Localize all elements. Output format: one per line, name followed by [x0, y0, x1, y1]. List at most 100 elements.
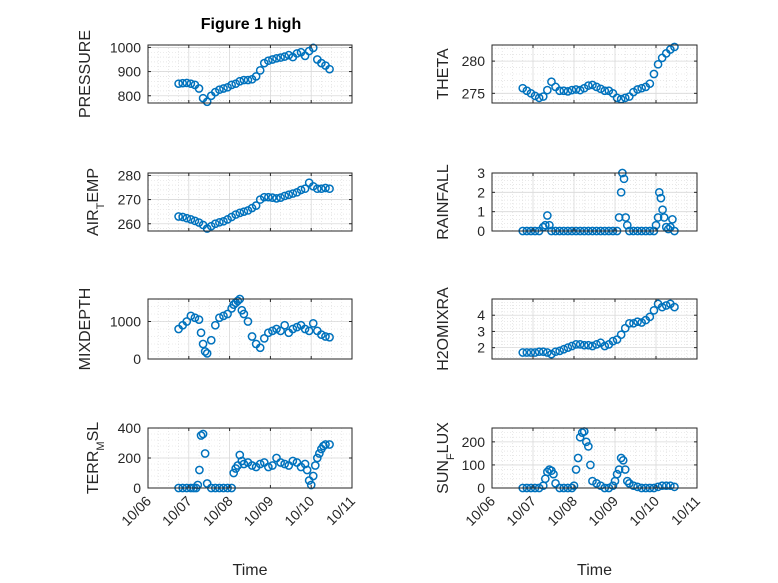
data-point — [534, 93, 544, 103]
panel-terr-msl: 0 200 400 TERRMSL 10/06 10/07 10/08 10/09 10/10 1… — [85, 420, 358, 579]
data-point — [538, 92, 548, 101]
axes-box — [147, 44, 353, 104]
x-axis-label: Time — [577, 562, 612, 579]
data-point — [219, 84, 228, 93]
data-point — [600, 86, 610, 96]
data-point — [620, 465, 630, 474]
data-point — [547, 77, 556, 87]
data-point — [264, 56, 273, 66]
data-point — [276, 53, 285, 62]
x-tick-label: 10/11 — [668, 493, 704, 529]
data-point — [276, 458, 285, 467]
data-point — [571, 85, 581, 94]
data-point — [569, 481, 579, 491]
y-tick-label: 1000 — [110, 314, 141, 330]
data-point — [268, 193, 277, 202]
y-tick-label: 200 — [462, 434, 486, 450]
x-tick-label: 10/06 — [118, 493, 154, 529]
y-tick-label: 275 — [462, 85, 486, 101]
data-point — [288, 324, 298, 334]
data-point — [302, 465, 312, 475]
data-point — [616, 453, 626, 463]
data-point — [530, 91, 540, 101]
data-point — [195, 465, 204, 475]
data-point — [555, 346, 565, 356]
data-point — [538, 347, 548, 357]
data-point — [586, 460, 595, 470]
data-point — [268, 326, 277, 336]
data-point — [268, 461, 277, 470]
y-axis-label: H2OMIXRA — [435, 287, 452, 371]
data-point — [223, 309, 232, 319]
data-point — [190, 216, 200, 226]
data-point — [592, 82, 601, 92]
data-point — [612, 469, 622, 479]
data-point — [622, 476, 632, 486]
y-tick-label: 3 — [477, 323, 485, 339]
data-point — [251, 201, 261, 210]
data-point — [308, 471, 318, 481]
data-point — [317, 184, 326, 194]
axes-box — [491, 298, 698, 360]
data-point — [645, 312, 655, 322]
data-point — [621, 213, 631, 222]
y-tick-label: 1000 — [110, 39, 141, 55]
data-point — [600, 341, 610, 351]
data-point — [288, 456, 298, 466]
data-point — [668, 215, 677, 224]
data-point — [239, 207, 249, 217]
data-point — [579, 340, 589, 350]
x-tick-label: 10/08 — [200, 493, 236, 529]
y-tick-label: 280 — [462, 53, 486, 69]
y-tick-label: 3 — [477, 165, 485, 181]
data-point — [637, 83, 647, 93]
data-point — [622, 220, 632, 230]
plot-area — [492, 173, 697, 231]
data-point — [272, 324, 281, 334]
data-point — [178, 78, 188, 88]
data-point — [584, 81, 593, 90]
axes-box — [491, 427, 698, 489]
data-point — [202, 97, 212, 107]
data-point — [653, 482, 663, 492]
data-point — [619, 174, 629, 184]
data-point — [272, 194, 281, 203]
data-point — [219, 216, 228, 226]
data-point — [319, 441, 328, 451]
data-point — [186, 215, 196, 224]
data-point — [563, 343, 573, 352]
data-point — [567, 341, 577, 351]
data-point — [215, 217, 224, 227]
data-point — [182, 317, 192, 326]
data-point — [276, 193, 285, 202]
data-point — [612, 93, 622, 103]
y-tick-label: 200 — [118, 450, 142, 466]
x-tick-label: 10/09 — [585, 493, 621, 529]
data-point — [657, 302, 667, 312]
data-point — [247, 332, 257, 341]
data-point — [573, 453, 583, 463]
data-point — [196, 328, 206, 338]
data-point — [571, 465, 581, 474]
data-point — [321, 440, 330, 449]
data-point — [272, 53, 281, 63]
data-point — [555, 86, 565, 96]
y-axis-label: SUNFLUX — [435, 422, 457, 494]
x-tick-label: 10/10 — [626, 493, 662, 529]
axes-box — [491, 172, 698, 232]
x-tick-label: 10/07 — [503, 493, 539, 529]
y-axis-label: TERRMSL — [85, 422, 107, 494]
data-point — [235, 76, 245, 86]
data-point — [540, 220, 550, 230]
data-point — [231, 210, 241, 219]
data-point — [654, 187, 664, 197]
data-point — [255, 459, 265, 469]
axes-box — [147, 298, 353, 360]
data-point — [193, 480, 203, 490]
data-point — [182, 213, 192, 223]
x-tick-label: 10/10 — [281, 493, 317, 529]
data-point — [325, 184, 334, 194]
data-point — [186, 79, 196, 89]
